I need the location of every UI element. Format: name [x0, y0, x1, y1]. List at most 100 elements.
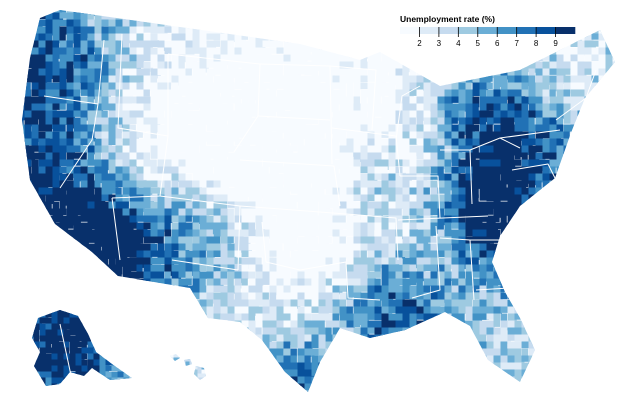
county-cell — [80, 376, 90, 388]
county-cell — [87, 180, 95, 189]
county-cell — [493, 271, 503, 283]
county-cell — [164, 75, 174, 86]
county-cell — [192, 131, 201, 139]
county-cell — [507, 152, 515, 162]
county-cell — [178, 131, 190, 140]
county-cell — [451, 243, 460, 255]
county-cell — [129, 138, 138, 146]
county-cell — [111, 323, 121, 334]
county-cell — [500, 96, 507, 109]
county-cell — [66, 103, 76, 116]
county-cell — [304, 236, 316, 248]
county-cell — [402, 299, 411, 307]
county-cell — [612, 194, 615, 203]
county-cell — [479, 47, 491, 59]
county-cell — [136, 376, 146, 388]
county-cell — [122, 285, 131, 293]
county-cell — [80, 110, 92, 121]
county-cell — [612, 201, 615, 210]
county-cell — [283, 103, 295, 110]
county-cell — [584, 12, 594, 20]
county-cell — [451, 327, 459, 336]
county-cell — [199, 12, 211, 23]
county-cell — [570, 75, 580, 85]
county-cell — [199, 152, 211, 163]
county-cell — [367, 257, 380, 265]
county-cell — [283, 292, 293, 301]
county-cell — [360, 236, 368, 248]
county-cell — [451, 278, 459, 287]
county-cell — [164, 369, 175, 378]
county-cell — [402, 264, 411, 274]
county-cell — [234, 12, 242, 23]
county-cell — [129, 323, 132, 331]
county-cell — [108, 334, 116, 342]
county-cell — [395, 173, 405, 184]
county-cell — [241, 124, 252, 137]
county-cell — [521, 138, 533, 150]
county-cell — [332, 313, 339, 321]
county-cell — [129, 383, 139, 392]
county-cell — [255, 215, 263, 226]
county-cell — [353, 75, 364, 84]
county-cell — [577, 306, 586, 315]
county-cell — [241, 166, 251, 175]
county-cell — [535, 334, 545, 345]
county-cell — [332, 208, 343, 220]
county-cell — [304, 250, 314, 260]
county-cell — [416, 75, 425, 85]
county-cell — [150, 89, 158, 101]
county-cell — [311, 54, 322, 62]
county-cell — [297, 103, 309, 115]
county-cell — [213, 201, 223, 213]
county-cell — [465, 96, 477, 107]
county-cell — [395, 306, 405, 318]
county-cell — [493, 292, 503, 302]
county-cell — [360, 33, 372, 41]
county-cell — [276, 390, 285, 392]
county-cell — [93, 311, 104, 321]
county-cell — [332, 327, 340, 339]
county-cell — [57, 353, 65, 362]
county-cell — [444, 362, 455, 371]
county-cell — [423, 348, 430, 356]
county-cell — [93, 317, 102, 328]
county-cell — [353, 12, 363, 22]
county-cell — [430, 229, 437, 236]
county-cell — [437, 187, 448, 194]
county-cell — [297, 33, 306, 44]
county-cell — [213, 355, 222, 364]
county-cell — [346, 131, 354, 140]
county-cell — [192, 117, 204, 127]
county-cell — [81, 359, 88, 369]
county-cell — [360, 166, 370, 174]
county-cell — [444, 285, 455, 294]
county-cell — [283, 229, 294, 237]
county-cell — [402, 131, 410, 139]
county-cell — [213, 306, 223, 315]
county-cell — [73, 201, 85, 213]
county-cell — [528, 271, 540, 280]
county-cell — [297, 47, 307, 59]
county-cell — [437, 117, 446, 126]
county-cell — [430, 334, 443, 345]
county-cell — [108, 26, 119, 37]
county-cell — [402, 236, 415, 244]
county-cell — [234, 306, 245, 314]
county-cell — [556, 222, 564, 230]
county-cell — [549, 320, 558, 328]
county-cell — [129, 313, 139, 325]
county-cell — [528, 369, 538, 381]
county-cell — [73, 271, 83, 281]
county-cell — [486, 89, 495, 99]
county-cell — [283, 12, 294, 20]
county-cell — [150, 201, 160, 210]
county-cell — [105, 310, 113, 313]
county-cell — [605, 383, 615, 392]
county-cell — [143, 341, 152, 349]
county-cell — [283, 68, 295, 77]
county-cell — [80, 306, 89, 316]
county-cell — [367, 187, 378, 198]
county-cell — [234, 103, 246, 113]
county-cell — [143, 292, 155, 299]
